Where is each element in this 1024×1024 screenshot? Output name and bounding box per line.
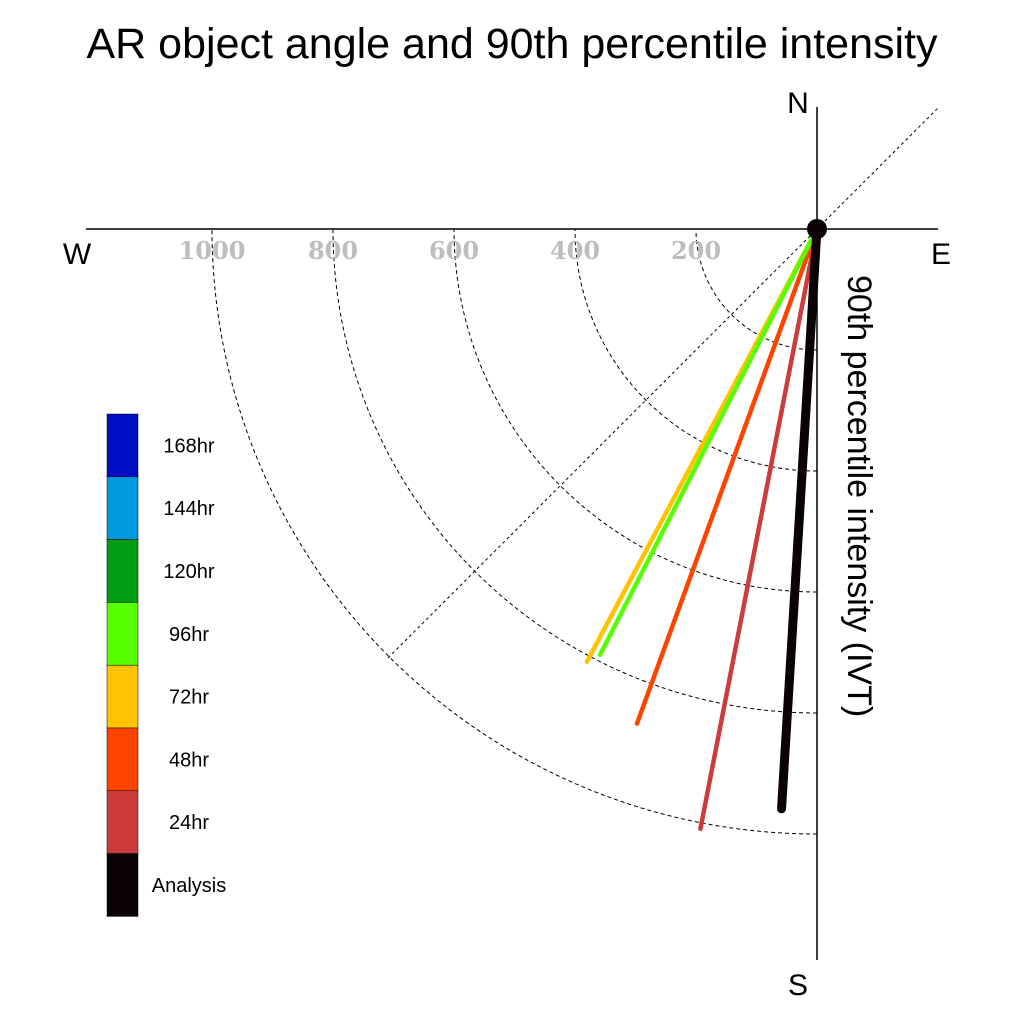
series-line-24hr — [698, 226, 820, 832]
tick-label-600: 600 — [429, 236, 479, 265]
legend-swatch-96hr — [106, 602, 139, 666]
legend-label-168hr: 168hr — [163, 435, 214, 457]
compass-north: N — [787, 87, 809, 120]
chart-title: AR object angle and 90th percentile inte… — [87, 20, 938, 68]
legend-swatch-analysis — [106, 853, 139, 917]
grid-arc-400 — [574, 228, 818, 472]
grid-arc-200 — [695, 228, 818, 351]
legend-label-144hr: 144hr — [163, 498, 214, 520]
compass-east: E — [931, 238, 951, 271]
radial-tick-labels: 200 400 600 800 1000 — [179, 236, 721, 265]
legend-swatch-72hr — [106, 664, 139, 729]
legend: 168hr 144hr 120hr 96hr 72hr 48hr 24hr Analysis — [106, 413, 226, 917]
legend-label-analysis: Analysis — [152, 875, 226, 897]
legend-swatch-24hr — [106, 790, 139, 854]
series-line-analysis — [777, 224, 822, 814]
compass-west: W — [63, 238, 92, 271]
radial-axis-label: 90th percentile intensity (IVT) — [840, 275, 878, 717]
series-line-48hr — [634, 226, 820, 726]
compass-south: S — [788, 969, 808, 1002]
tick-label-400: 400 — [550, 236, 600, 265]
tick-label-200: 200 — [671, 236, 721, 265]
grid-arc-1000 — [211, 228, 818, 835]
grid-arc-600 — [453, 228, 818, 593]
diagonal-guide-line — [387, 107, 939, 659]
legend-swatch-168hr — [106, 413, 139, 478]
legend-label-72hr: 72hr — [169, 687, 209, 709]
legend-label-120hr: 120hr — [163, 561, 214, 583]
legend-label-24hr: 24hr — [169, 812, 209, 834]
tick-label-800: 800 — [308, 236, 358, 265]
origin-marker — [807, 219, 827, 239]
series-lines — [584, 224, 822, 832]
legend-swatch-120hr — [106, 539, 139, 603]
series-line-96hr — [597, 226, 820, 658]
legend-label-48hr: 48hr — [169, 749, 209, 771]
legend-swatch-48hr — [106, 727, 139, 792]
polar-grid — [211, 228, 818, 835]
tick-label-1000: 1000 — [179, 236, 246, 265]
legend-label-96hr: 96hr — [169, 624, 209, 646]
legend-swatch-144hr — [106, 476, 139, 540]
